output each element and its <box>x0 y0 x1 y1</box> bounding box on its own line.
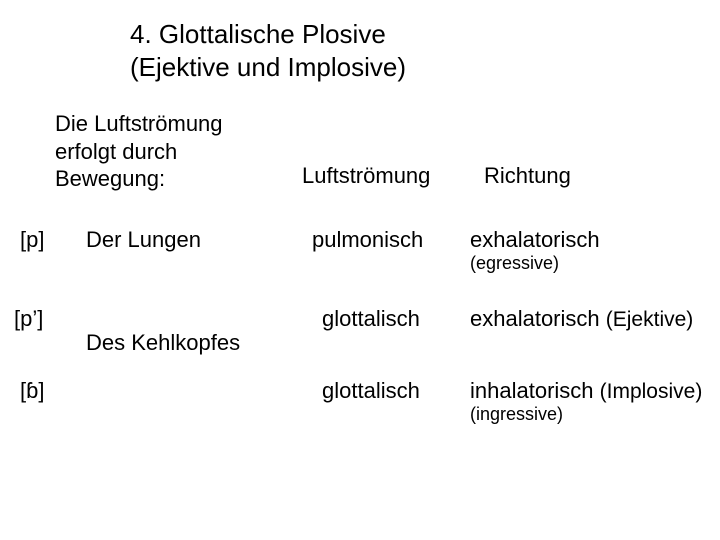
mechanism-lungs: Der Lungen <box>86 227 201 253</box>
mechanism-larynx: Des Kehlkopfes <box>86 330 240 356</box>
intro-line-2: erfolgt durch <box>55 139 177 164</box>
column-header-airflow: Luftströmung <box>302 163 430 189</box>
slide-title: 4. Glottalische Plosive (Ejektive und Im… <box>130 18 406 83</box>
intro-line-1: Die Luftströmung <box>55 111 223 136</box>
direction-inhalatory-main: inhalatorisch <box>470 378 594 403</box>
column-header-direction: Richtung <box>484 163 571 189</box>
direction-implosive-annot: (Implosive) <box>600 380 703 403</box>
direction-exhalatory-ejective-main: exhalatorisch <box>470 306 600 331</box>
slide: 4. Glottalische Plosive (Ejektive und Im… <box>0 0 720 540</box>
direction-exhalatory-pulmonic: exhalatorisch <box>470 227 600 253</box>
title-line-1: 4. Glottalische Plosive <box>130 19 386 49</box>
direction-ingressive-note: (ingressive) <box>470 404 563 425</box>
title-line-2: (Ejektive und Implosive) <box>130 52 406 82</box>
symbol-ejective: [p’] <box>14 306 43 332</box>
airflow-glottal-ejective: glottalisch <box>322 306 420 332</box>
symbol-pulmonic: [p] <box>20 227 44 253</box>
direction-inhalatory-implosive: inhalatorisch (Implosive) <box>470 378 702 404</box>
intro-text: Die Luftströmung erfolgt durch Bewegung: <box>55 110 223 193</box>
airflow-glottal-implosive: glottalisch <box>322 378 420 404</box>
airflow-pulmonic: pulmonisch <box>312 227 423 253</box>
direction-egressive-note: (egressive) <box>470 253 559 274</box>
symbol-implosive: [ɓ] <box>20 378 44 404</box>
intro-line-3: Bewegung: <box>55 166 165 191</box>
direction-ejective-annot: (Ejektive) <box>606 308 694 331</box>
direction-exhalatory-ejective: exhalatorisch (Ejektive) <box>470 306 693 332</box>
